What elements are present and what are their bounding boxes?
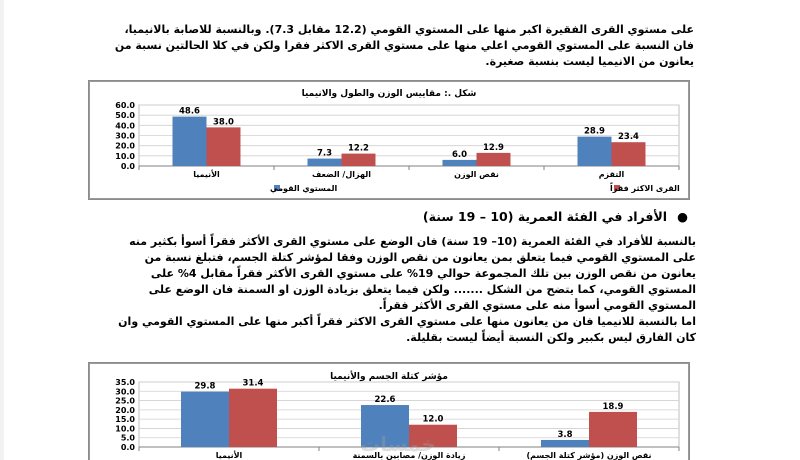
section-heading: ● الأفراد في الفئة العمرية (10 – 19 سنة) [423, 209, 688, 224]
bar [307, 158, 342, 166]
paragraph-2-line-2: على المستوي القومي فيما يتعلق بمن يعانون… [144, 251, 696, 264]
data-label: 28.9 [584, 127, 605, 137]
category-label: الأنيميا [216, 450, 243, 460]
y-tick-label: 50.0 [115, 111, 135, 120]
bar [611, 142, 646, 166]
data-label: 38.0 [213, 117, 234, 127]
paragraph-2-line-1: بالنسبة للأفراد في الفئة العمرية (10– 19… [129, 235, 696, 248]
y-tick-label: 0.0 [121, 162, 136, 171]
paragraph-1-line-3: يعانون من الانيميا ليست بنسبة صغيرة. [485, 55, 694, 68]
legend-label: القرى الاكثر فقراً [609, 182, 680, 193]
y-tick-label: 20.0 [115, 142, 135, 151]
data-label: 6.0 [452, 150, 467, 160]
bar [206, 127, 241, 166]
bar [172, 116, 207, 166]
legend-label: المستوي القومي [270, 184, 337, 193]
chart-1-svg: شكل .: مقاييس الوزن والطول والانيميا0.01… [89, 81, 689, 199]
chart-title: شكل .: مقاييس الوزن والطول والانيميا [302, 89, 477, 99]
category-label: التقزم [599, 170, 625, 179]
y-tick-label: 30.0 [115, 387, 135, 396]
category-label: نقص الوزن (مؤشر كتلة الجسم) [526, 451, 651, 460]
y-tick-label: 25.0 [115, 397, 135, 406]
bar [229, 388, 277, 447]
paragraph-2-line-5: المستوي القومي أسوأ منه على مستوي القرى … [378, 299, 696, 312]
chart-2-svg: مؤشر كتلة الجسم والأنيميا0.05.010.015.02… [89, 363, 689, 460]
data-label: 23.4 [618, 132, 639, 142]
bar [589, 411, 637, 447]
bar [442, 159, 477, 166]
y-tick-label: 20.0 [115, 406, 135, 415]
y-tick-label: 60.0 [115, 101, 135, 110]
data-label: 12.9 [483, 143, 504, 153]
chart-title: مؤشر كتلة الجسم والأنيميا [330, 370, 448, 382]
category-label: الهزال/ الضعف [312, 170, 371, 179]
category-label: زيادة الوزن/ مصابين بالسمنة [353, 451, 466, 460]
data-label: 12.2 [348, 144, 369, 154]
y-tick-label: 10.0 [115, 152, 135, 161]
page-edge [0, 0, 4, 460]
bar [361, 405, 409, 447]
data-label: 7.3 [317, 149, 332, 159]
chart-2-frame: مؤشر كتلة الجسم والأنيميا 0.0 5.0 10.0 15.0 2… [88, 362, 690, 460]
data-label: 29.8 [195, 382, 216, 392]
y-tick-label: 10.0 [115, 424, 135, 433]
chart-1-frame: شكل .: مقاييس الوزن والطول والانيميا 0.0 1… [88, 80, 690, 200]
data-label: 31.4 [243, 379, 264, 389]
paragraph-2-line-7: كان الفارق ليس بكبير ولكن النسبة أيضاً ل… [406, 331, 696, 344]
data-label: 3.8 [557, 430, 572, 440]
data-label: 12.0 [423, 415, 444, 425]
y-tick-label: 35.0 [115, 378, 135, 387]
data-label: 22.6 [375, 395, 396, 405]
y-tick-label: 30.0 [115, 132, 135, 141]
bullet-dot-icon: ● [677, 209, 688, 224]
bar [341, 153, 376, 166]
y-tick-label: 40.0 [115, 121, 135, 130]
paragraph-1-line-2: فان النسبة على المستوي القومي اعلي منها … [114, 39, 694, 52]
legend-swatch [274, 185, 280, 191]
section-heading-text: الأفراد في الفئة العمرية (10 – 19 سنة) [422, 209, 668, 224]
category-label: نقص الوزن [454, 170, 499, 180]
bar [409, 424, 457, 447]
bar [181, 391, 229, 447]
y-tick-label: 5.0 [121, 434, 136, 443]
bar [541, 439, 589, 447]
y-tick-label: 0.0 [121, 443, 136, 452]
data-label: 48.6 [179, 107, 200, 117]
bar [476, 152, 511, 166]
data-label: 18.9 [603, 402, 624, 412]
watermark-text: خمسات [360, 432, 436, 456]
paragraph-1-line-1: على مستوي القرى الفقيرة اكبر منها على ال… [124, 23, 695, 36]
bar [577, 136, 612, 166]
category-label: الأنيميا [193, 169, 220, 179]
paragraph-2-line-6: اما بالنسبة للانيميا فان من يعانون منها … [118, 315, 696, 328]
y-tick-label: 15.0 [115, 415, 135, 424]
paragraph-2-line-3: يعانون من نقص الوزن بين تلك المجموعة حوا… [150, 267, 696, 280]
paragraph-2-line-4: المستوي القومي، كما يتضح من الشكل ......… [148, 283, 696, 296]
legend-swatch [614, 185, 620, 191]
